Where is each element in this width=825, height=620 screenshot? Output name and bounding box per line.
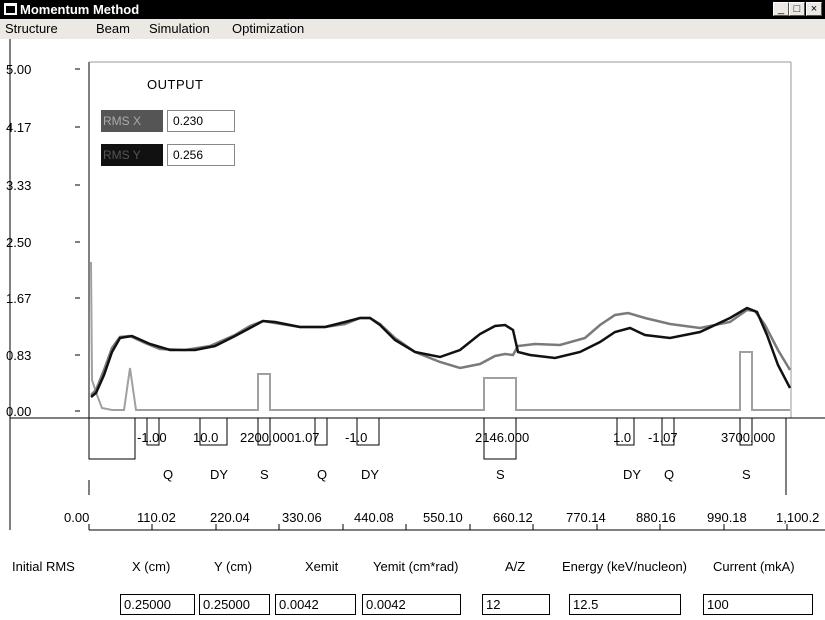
energy-header: Energy (keV/nucleon) [562, 559, 688, 574]
element-type: Q [317, 467, 328, 482]
element-value: 3700.000 [721, 430, 776, 445]
y-axis-label: 5.00 [6, 62, 32, 77]
app-icon [4, 3, 17, 15]
element-type: Q [664, 467, 675, 482]
element-profile-curve [90, 261, 790, 411]
menu-structure[interactable]: Structure [5, 21, 58, 36]
y-axis-label: 3.33 [6, 178, 32, 193]
menu-simulation[interactable]: Simulation [149, 21, 210, 36]
menu-optimization[interactable]: Optimization [232, 21, 305, 36]
x-axis-label: 880.16 [636, 510, 676, 525]
x-axis-label: 990.18 [707, 510, 747, 525]
output-title: OUTPUT [147, 77, 204, 92]
rms-x-value: 0.230 [167, 110, 235, 132]
current-header: Current (mkA) [713, 559, 795, 574]
element-type: S [496, 467, 505, 482]
close-button[interactable]: × [806, 2, 822, 16]
energy-input[interactable]: 12.5 [569, 594, 681, 615]
element-type: S [742, 467, 751, 482]
menu-beam[interactable]: Beam [96, 21, 130, 36]
title-bar: Momentum Method _ □ × [0, 0, 825, 19]
y-axis-label: 0.00 [6, 404, 32, 419]
element-type: Q [163, 467, 174, 482]
drift-element [88, 417, 136, 460]
element-value: -1.0 [345, 430, 368, 445]
x-axis-label: 440.08 [354, 510, 394, 525]
rms-x-label: RMS X [101, 110, 163, 132]
element-value: 2146.000 [475, 430, 530, 445]
x-axis-label: 110.02 [137, 510, 176, 525]
x-axis-label: 330.06 [282, 510, 322, 525]
x-axis-label: 660.12 [493, 510, 533, 525]
element-type: S [260, 467, 269, 482]
rms-y-value: 0.256 [167, 144, 235, 166]
x-axis-label: 770.14 [566, 510, 606, 525]
x-cm-header: X (cm) [132, 559, 171, 574]
element-type: DY [361, 467, 380, 482]
element-value: 1.0 [613, 430, 632, 445]
minimize-button[interactable]: _ [773, 2, 789, 16]
window-title: Momentum Method [20, 2, 140, 17]
element-type: DY [623, 467, 642, 482]
element-value: -1.07 [648, 430, 678, 445]
x-axis-label: 0.00 [64, 510, 90, 525]
y-axis-label: 0.83 [6, 348, 32, 363]
initial-rms-label: Initial RMS [12, 559, 75, 574]
a-z-header: A/Z [505, 559, 526, 574]
x-axis-label: 1,100.2 [776, 510, 820, 525]
yemit-header: Yemit (cm*rad) [373, 559, 459, 574]
y-axis-label: 1.67 [6, 291, 32, 306]
rms-y-curve [90, 306, 792, 398]
yemit-input[interactable]: 0.0042 [362, 594, 461, 615]
x-axis-label: 220.04 [210, 510, 250, 525]
element-value: 10.0 [193, 430, 219, 445]
element-type: DY [210, 467, 229, 482]
xemit-input[interactable]: 0.0042 [275, 594, 356, 615]
rms-y-label: RMS Y [101, 144, 163, 166]
current-input[interactable]: 100 [703, 594, 813, 615]
a-z-input[interactable]: 12 [482, 594, 550, 615]
y-cm-header: Y (cm) [214, 559, 253, 574]
xemit-header: Xemit [305, 559, 339, 574]
element-value: 2200.0001.07 [240, 430, 320, 445]
x-axis-label: 550.10 [423, 510, 463, 525]
rms-x-curve [90, 308, 792, 396]
y-axis-label: 4.17 [6, 120, 32, 135]
element-value: -1.00 [137, 430, 167, 445]
y-axis-label: 2.50 [6, 235, 32, 250]
x-cm-input[interactable]: 0.25000 [120, 594, 195, 615]
menu-bar: Structure Beam Simulation Optimization [0, 19, 825, 39]
y-cm-input[interactable]: 0.25000 [199, 594, 270, 615]
maximize-button[interactable]: □ [789, 2, 805, 16]
